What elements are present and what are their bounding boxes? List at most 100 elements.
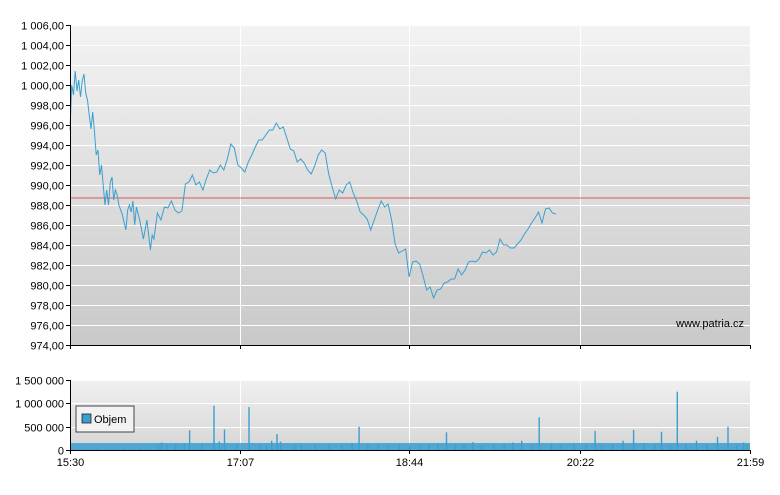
volume-bar <box>271 440 273 450</box>
volume-bar <box>746 445 748 450</box>
volume-bar <box>559 444 561 450</box>
price-y-tick-label: 988,00 <box>30 201 64 213</box>
volume-bar <box>521 440 523 450</box>
volume-bar <box>445 432 448 450</box>
volume-bar <box>601 445 603 450</box>
volume-bar <box>653 443 656 450</box>
volume-bars <box>96 391 748 450</box>
volume-bar <box>727 426 729 450</box>
volume-bar <box>550 443 553 450</box>
volume-bar <box>611 443 614 450</box>
volume-bar <box>367 443 369 450</box>
volume-bar <box>398 444 400 450</box>
x-tick-label: 21:59 <box>737 457 765 469</box>
volume-bar <box>594 430 596 450</box>
volume-bar <box>293 444 296 450</box>
volume-bar <box>660 431 663 450</box>
legend: Objem <box>75 405 135 433</box>
volume-bar <box>573 443 575 450</box>
volume-bar <box>419 444 421 450</box>
price-y-tick-label: 978,00 <box>30 301 64 313</box>
price-y-tick-label: 986,00 <box>30 221 64 233</box>
volume-bar <box>358 426 360 450</box>
volume-bar <box>377 444 380 450</box>
volume-bar <box>743 442 745 450</box>
volume-bar <box>437 443 439 450</box>
volume-bar <box>218 441 220 450</box>
volume-bar <box>122 448 124 450</box>
volume-bar <box>736 444 738 450</box>
price-y-tick-label: 982,00 <box>30 261 64 273</box>
x-tick-label: 20:22 <box>567 457 595 469</box>
price-y-tick-label: 1 000,00 <box>21 81 64 93</box>
price-x-ticks <box>70 345 751 349</box>
volume-bar <box>248 407 250 450</box>
price-grid <box>70 25 751 346</box>
volume-bar <box>632 429 635 450</box>
volume-bar <box>480 445 483 450</box>
volume-bar <box>314 444 317 450</box>
price-y-tick-label: 1 002,00 <box>21 61 64 73</box>
price-y-tick-label: 974,00 <box>30 341 64 353</box>
volume-y-tick-label: 1 500 000 <box>15 376 64 388</box>
volume-bar <box>493 444 495 450</box>
volume-bar <box>276 434 278 450</box>
volume-bar <box>531 444 533 450</box>
volume-bar <box>351 443 353 450</box>
volume-bar <box>472 442 474 450</box>
volume-bar <box>538 417 540 450</box>
volume-bar <box>695 440 698 450</box>
volume-bar <box>258 444 261 450</box>
legend-label: Objem <box>94 414 126 426</box>
price-y-tick-label: 990,00 <box>30 181 64 193</box>
volume-panel: 0 500 000 1 000 000 1 500 000 15:30 17:07 18:… <box>15 376 764 470</box>
volume-bar <box>96 448 98 450</box>
price-y-tick-label: 1 004,00 <box>21 41 64 53</box>
volume-bar <box>279 441 282 450</box>
volume-bar <box>201 443 203 450</box>
volume-bar <box>174 444 177 450</box>
volume-bar <box>139 448 142 450</box>
volume-bar <box>585 445 588 450</box>
volume-bar <box>463 444 465 450</box>
price-panel: 974,00 976,00 978,00 980,00 982,00 984,00 986,… <box>21 21 751 353</box>
volume-bar <box>622 440 624 450</box>
price-y-axis: 974,00 976,00 978,00 980,00 982,00 984,00 986,… <box>21 21 70 353</box>
price-y-tick-label: 996,00 <box>30 121 64 133</box>
volume-bar <box>512 442 514 450</box>
volume-bar <box>341 445 343 450</box>
volume-bar <box>188 430 191 450</box>
price-series-line <box>69 70 557 300</box>
volume-bar <box>157 444 159 450</box>
volume-y-axis: 0 500 000 1 000 000 1 500 000 <box>15 376 70 458</box>
volume-bar <box>388 445 390 450</box>
volume-bar <box>669 445 671 450</box>
volume-y-tick-label: 1 000 000 <box>15 399 64 411</box>
volume-bar <box>685 444 687 450</box>
volume-bar <box>328 444 331 450</box>
price-y-tick-label: 992,00 <box>30 161 64 173</box>
price-y-tick-label: 998,00 <box>30 101 64 113</box>
volume-y-tick-label: 0 <box>58 446 64 458</box>
volume-bar <box>160 442 163 450</box>
volume-bar <box>716 436 719 450</box>
x-tick-label: 15:30 <box>57 457 85 469</box>
price-y-tick-label: 980,00 <box>30 281 64 293</box>
volume-bar <box>213 405 215 450</box>
price-y-tick-label: 1 006,00 <box>21 21 64 33</box>
volume-bar <box>643 443 645 450</box>
x-tick-label: 17:07 <box>227 457 255 469</box>
volume-bar <box>236 444 238 450</box>
volume-bar <box>706 443 708 450</box>
price-y-tick-label: 994,00 <box>30 141 64 153</box>
volume-bar <box>454 444 456 450</box>
volume-bar <box>300 445 303 450</box>
volume-bar <box>676 391 678 450</box>
volume-x-ticks: 15:30 17:07 18:44 20:22 21:59 <box>57 450 765 469</box>
price-y-tick-label: 984,00 <box>30 241 64 253</box>
watermark-text: www.patria.cz <box>675 318 744 330</box>
volume-y-tick-label: 500 000 <box>24 423 64 435</box>
volume-bar <box>183 443 185 450</box>
